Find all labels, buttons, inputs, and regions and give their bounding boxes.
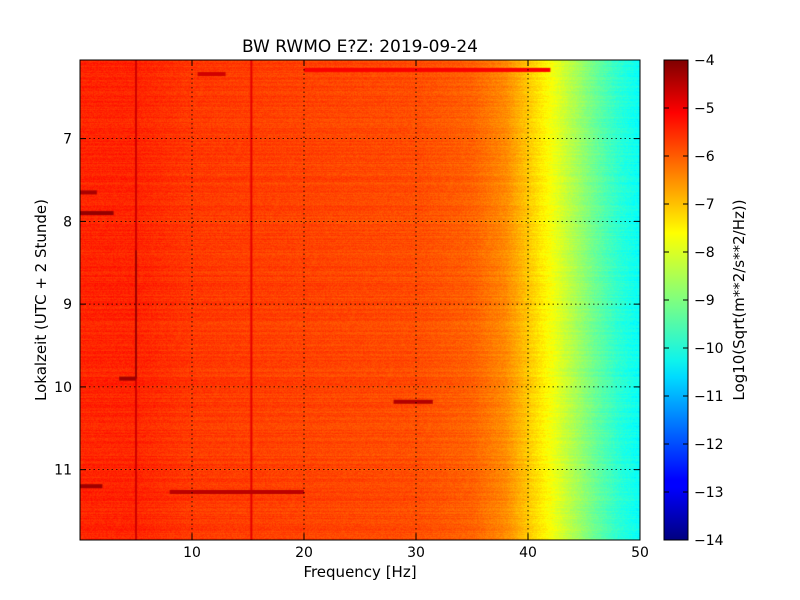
x-axis-ticks: 10 20 30 40 50	[183, 60, 649, 561]
chart-title: BW RWMO E?Z: 2019-09-24	[242, 37, 478, 57]
spectrogram-heatmap	[80, 60, 640, 540]
y-tick-label: 10	[54, 380, 72, 396]
colorbar-tick-label: −8	[694, 245, 715, 261]
colorbar-tick-label: −6	[694, 149, 715, 165]
y-axis-label: Lokalzeit (UTC + 2 Stunde)	[32, 199, 50, 401]
y-tick-label: 7	[63, 132, 72, 148]
plot-frame	[79, 59, 641, 541]
colorbar-tick-label: −13	[694, 485, 724, 501]
y-tick-label: 8	[63, 214, 72, 230]
y-tick-label: 9	[63, 297, 72, 313]
colorbar-label: Log10(Sqrt(m**2/s**2/Hz))	[730, 199, 748, 400]
x-axis-label: Frequency [Hz]	[303, 563, 416, 581]
plot-area: 10 20 30 40 50 7 8 9 10 11	[54, 59, 649, 561]
colorbar-tick-label: −12	[694, 437, 724, 453]
colorbar-tick-label: −4	[694, 53, 715, 69]
y-axis-ticks: 7 8 9 10 11	[54, 132, 640, 479]
colorbar-tick-label: −11	[694, 389, 724, 405]
y-tick-label: 11	[54, 463, 72, 479]
colorbar-ticks: −4 −5 −6 −7 −8 −9 −10 −11 −12 −13 −14	[664, 53, 724, 549]
colorbar: −4 −5 −6 −7 −8 −9 −10 −11 −12 −13 −14	[663, 53, 724, 549]
x-tick-label: 40	[519, 545, 537, 561]
x-tick-label: 20	[295, 545, 313, 561]
x-tick-label: 30	[407, 545, 425, 561]
grid-lines	[80, 60, 640, 540]
colorbar-tick-label: −5	[694, 101, 715, 117]
colorbar-tick-label: −9	[694, 293, 715, 309]
x-tick-label: 50	[631, 545, 649, 561]
colorbar-tick-label: −10	[694, 341, 724, 357]
colorbar-tick-label: −14	[694, 533, 724, 549]
x-tick-label: 10	[183, 545, 201, 561]
colorbar-tick-label: −7	[694, 197, 715, 213]
